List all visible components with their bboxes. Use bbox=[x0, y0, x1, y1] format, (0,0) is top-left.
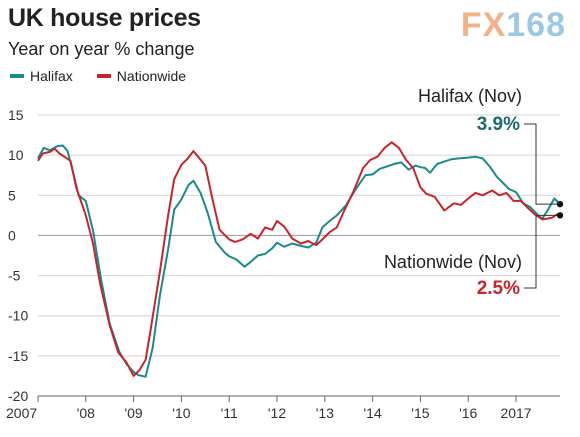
annotation-label: Halifax (Nov) bbox=[418, 86, 522, 106]
x-tick-label: '15 bbox=[411, 405, 429, 421]
legend-label-halifax: Halifax bbox=[30, 68, 73, 84]
y-tick-label: -15 bbox=[8, 348, 28, 364]
y-tick-label: 10 bbox=[8, 147, 24, 163]
x-tick-label: '13 bbox=[316, 405, 334, 421]
fx168-logo: FX168 bbox=[461, 6, 566, 45]
chart-subtitle: Year on year % change bbox=[8, 39, 195, 59]
logo-number-text: 168 bbox=[506, 6, 566, 44]
annotation-connector bbox=[524, 214, 562, 289]
y-tick-label: -10 bbox=[8, 308, 28, 324]
legend-item-halifax: Halifax bbox=[10, 68, 73, 84]
x-tick-label: '08 bbox=[77, 405, 95, 421]
x-tick-label: '09 bbox=[124, 405, 142, 421]
annotation-value: 2.5% bbox=[477, 278, 520, 299]
legend-item-nationwide: Nationwide bbox=[96, 68, 187, 84]
x-tick-label: '10 bbox=[172, 405, 190, 421]
chart-title: UK house prices bbox=[8, 4, 201, 32]
x-tick-label: 2017 bbox=[500, 405, 531, 421]
legend: Halifax Nationwide bbox=[10, 68, 186, 84]
legend-swatch-halifax bbox=[10, 74, 24, 78]
annotation-connector bbox=[524, 123, 562, 205]
logo-fx-text: FX bbox=[460, 6, 507, 44]
y-tick-label: 5 bbox=[8, 187, 16, 203]
y-tick-label: -5 bbox=[8, 268, 21, 284]
series-line-nationwide bbox=[37, 141, 561, 377]
x-tick-label: '14 bbox=[363, 405, 381, 421]
legend-swatch-nationwide bbox=[96, 74, 111, 78]
y-tick-label: 0 bbox=[8, 227, 16, 243]
x-tick-label: 2007 bbox=[6, 405, 37, 421]
x-tick-label: '16 bbox=[459, 405, 477, 421]
x-tick-label: '11 bbox=[221, 405, 238, 421]
series-end-point bbox=[556, 212, 564, 219]
x-tick-label: '12 bbox=[268, 405, 286, 421]
annotation-label: Nationwide (Nov) bbox=[384, 252, 522, 272]
legend-label-nationwide: Nationwide bbox=[116, 68, 187, 84]
y-tick-label: -20 bbox=[8, 388, 28, 404]
series-end-point bbox=[556, 200, 564, 208]
y-tick-label: 15 bbox=[8, 107, 24, 123]
annotation-value: 3.9% bbox=[477, 114, 520, 135]
